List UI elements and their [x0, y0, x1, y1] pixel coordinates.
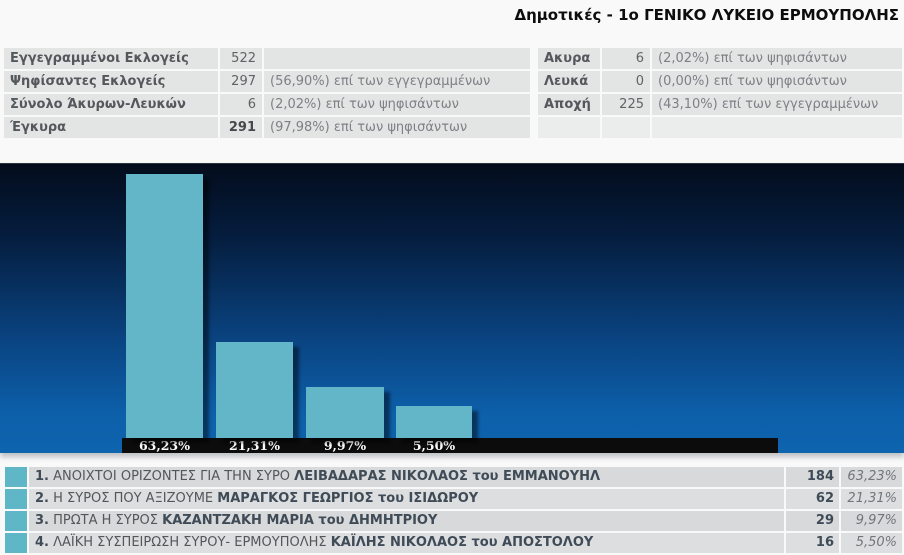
- bar-value-label: 63,23%: [138, 438, 191, 453]
- party-color-swatch: [5, 511, 27, 531]
- summary-table-right: Ακυρα 6 (2,02%) επί των ψηφισάντων Λευκά…: [538, 48, 902, 140]
- chart-bar: [306, 387, 384, 438]
- candidate-name: ΚΑΪΛΗΣ ΝΙΚΟΛΑΟΣ του ΑΠΟΣΤΟΛΟΥ: [330, 535, 594, 550]
- summary-note: (0,00%) επί των ψηφισάντων: [652, 71, 902, 92]
- summary-note: (2,02%) επί των ψηφισάντων: [264, 94, 530, 115]
- bar-value-label: 21,31%: [228, 438, 281, 453]
- party-name-cell: 1. ΑΝΟΙΧΤΟΙ ΟΡΙΖΟΝΤΕΣ ΓΙΑ ΤΗΝ ΣΥΡΟ ΛΕΙΒΑ…: [29, 467, 784, 487]
- summary-row: Αποχή 225 (43,10%) επί των εγγεγραμμένων: [538, 94, 902, 115]
- result-row: 2. Η ΣΥΡΟΣ ΠΟΥ ΑΞΙΖΟΥΜΕ ΜΑΡΑΓΚΟΣ ΓΕΩΡΓΙΟ…: [5, 489, 902, 509]
- party-color-swatch: [5, 489, 27, 509]
- results-table: 1. ΑΝΟΙΧΤΟΙ ΟΡΙΖΟΝΤΕΣ ΓΙΑ ΤΗΝ ΣΥΡΟ ΛΕΙΒΑ…: [5, 467, 902, 555]
- summary-row: Λευκά 0 (0,00%) επί των ψηφισάντων: [538, 71, 902, 92]
- percent-cell: 63,23%: [841, 467, 902, 487]
- summary-value: 6: [602, 48, 650, 69]
- summary-label: Εγγεγραμμένοι Εκλογείς: [4, 48, 218, 69]
- bar-chart: 63,23% 21,31% 9,97% 5,50%: [0, 163, 904, 453]
- bar-value-label: 5,50%: [412, 438, 456, 453]
- votes-cell: 184: [786, 467, 839, 487]
- summary-row: Σύνολο Άκυρων-Λευκών 6 (2,02%) επί των ψ…: [4, 94, 530, 115]
- summary-value: 297: [220, 71, 262, 92]
- candidate-name: ΜΑΡΑΓΚΟΣ ΓΕΩΡΓΙΟΣ του ΙΣΙΔΩΡΟΥ: [217, 491, 479, 506]
- percent-cell: 21,31%: [841, 489, 902, 509]
- result-row: 3. ΠΡΩΤΑ Η ΣΥΡΟΣ ΚΑΖΑΝΤΖΑΚΗ ΜΑΡΙΑ του ΔΗ…: [5, 511, 902, 531]
- summary-table-left: Εγγεγραμμένοι Εκλογείς 522 Ψηφίσαντες Εκ…: [4, 48, 530, 140]
- summary-value: [602, 117, 650, 138]
- party-name-cell: 2. Η ΣΥΡΟΣ ΠΟΥ ΑΞΙΖΟΥΜΕ ΜΑΡΑΓΚΟΣ ΓΕΩΡΓΙΟ…: [29, 489, 784, 509]
- result-row: 1. ΑΝΟΙΧΤΟΙ ΟΡΙΖΟΝΤΕΣ ΓΙΑ ΤΗΝ ΣΥΡΟ ΛΕΙΒΑ…: [5, 467, 902, 487]
- summary-label: [538, 117, 600, 138]
- summary-note: (43,10%) επί των εγγεγραμμένων: [652, 94, 902, 115]
- summary-row-empty: [538, 117, 902, 138]
- summary-label: Ακυρα: [538, 48, 600, 69]
- summary-row: Ακυρα 6 (2,02%) επί των ψηφισάντων: [538, 48, 902, 69]
- chart-value-strip: 63,23% 21,31% 9,97% 5,50%: [122, 438, 778, 453]
- candidate-name: ΚΑΖΑΝΤΖΑΚΗ ΜΑΡΙΑ του ΔΗΜΗΤΡΙΟΥ: [162, 513, 438, 528]
- bar-value-label: 9,97%: [323, 438, 367, 453]
- party-color-swatch: [5, 533, 27, 553]
- summary-note: (2,02%) επί των ψηφισάντων: [652, 48, 902, 69]
- summary-value: 225: [602, 94, 650, 115]
- party-name: ΠΡΩΤΑ Η ΣΥΡΟΣ: [53, 513, 163, 528]
- result-rank: 4.: [35, 535, 49, 550]
- chart-bar: [396, 406, 472, 438]
- percent-cell: 9,97%: [841, 511, 902, 531]
- summary-label: Σύνολο Άκυρων-Λευκών: [4, 94, 218, 115]
- summary-note: (56,90%) επί των εγγεγραμμένων: [264, 71, 530, 92]
- summary-label: Έγκυρα: [4, 117, 218, 138]
- result-rank: 2.: [35, 491, 49, 506]
- summary-label: Λευκά: [538, 71, 600, 92]
- votes-cell: 16: [786, 533, 839, 553]
- summary-row: Ψηφίσαντες Εκλογείς 297 (56,90%) επί των…: [4, 71, 530, 92]
- party-name: Η ΣΥΡΟΣ ΠΟΥ ΑΞΙΖΟΥΜΕ: [53, 491, 218, 506]
- summary-value: 522: [220, 48, 262, 69]
- party-name: ΑΝΟΙΧΤΟΙ ΟΡΙΖΟΝΤΕΣ ΓΙΑ ΤΗΝ ΣΥΡΟ: [53, 469, 295, 484]
- result-rank: 1.: [35, 469, 49, 484]
- chart-bar: [126, 174, 203, 438]
- result-row: 4. ΛΑΪΚΗ ΣΥΣΠΕΙΡΩΣΗ ΣΥΡΟΥ- ΕΡΜΟΥΠΟΛΗΣ ΚΑ…: [5, 533, 902, 553]
- page-title: Δημοτικές - 1ο ΓΕΝΙΚΟ ΛΥΚΕΙΟ ΕΡΜΟΥΠΟΛΗΣ: [514, 6, 899, 24]
- summary-row: Εγγεγραμμένοι Εκλογείς 522: [4, 48, 530, 69]
- summary-label: Αποχή: [538, 94, 600, 115]
- party-name-cell: 3. ΠΡΩΤΑ Η ΣΥΡΟΣ ΚΑΖΑΝΤΖΑΚΗ ΜΑΡΙΑ του ΔΗ…: [29, 511, 784, 531]
- percent-cell: 5,50%: [841, 533, 902, 553]
- candidate-name: ΛΕΙΒΑΔΑΡΑΣ ΝΙΚΟΛΑΟΣ του ΕΜΜΑΝΟΥΗΛ: [294, 469, 601, 484]
- votes-cell: 29: [786, 511, 839, 531]
- summary-note: [264, 48, 530, 69]
- summary-value: 291: [220, 117, 262, 138]
- summary-note: (97,98%) επί των ψηφισάντων: [264, 117, 530, 138]
- summary-value: 0: [602, 71, 650, 92]
- summary-label: Ψηφίσαντες Εκλογείς: [4, 71, 218, 92]
- result-rank: 3.: [35, 513, 49, 528]
- summary-row: Έγκυρα 291 (97,98%) επί των ψηφισάντων: [4, 117, 530, 138]
- party-name-cell: 4. ΛΑΪΚΗ ΣΥΣΠΕΙΡΩΣΗ ΣΥΡΟΥ- ΕΡΜΟΥΠΟΛΗΣ ΚΑ…: [29, 533, 784, 553]
- votes-cell: 62: [786, 489, 839, 509]
- chart-bar: [216, 342, 293, 438]
- summary-value: 6: [220, 94, 262, 115]
- party-color-swatch: [5, 467, 27, 487]
- summary-note: [652, 117, 902, 138]
- party-name: ΛΑΪΚΗ ΣΥΣΠΕΙΡΩΣΗ ΣΥΡΟΥ- ΕΡΜΟΥΠΟΛΗΣ: [53, 535, 331, 550]
